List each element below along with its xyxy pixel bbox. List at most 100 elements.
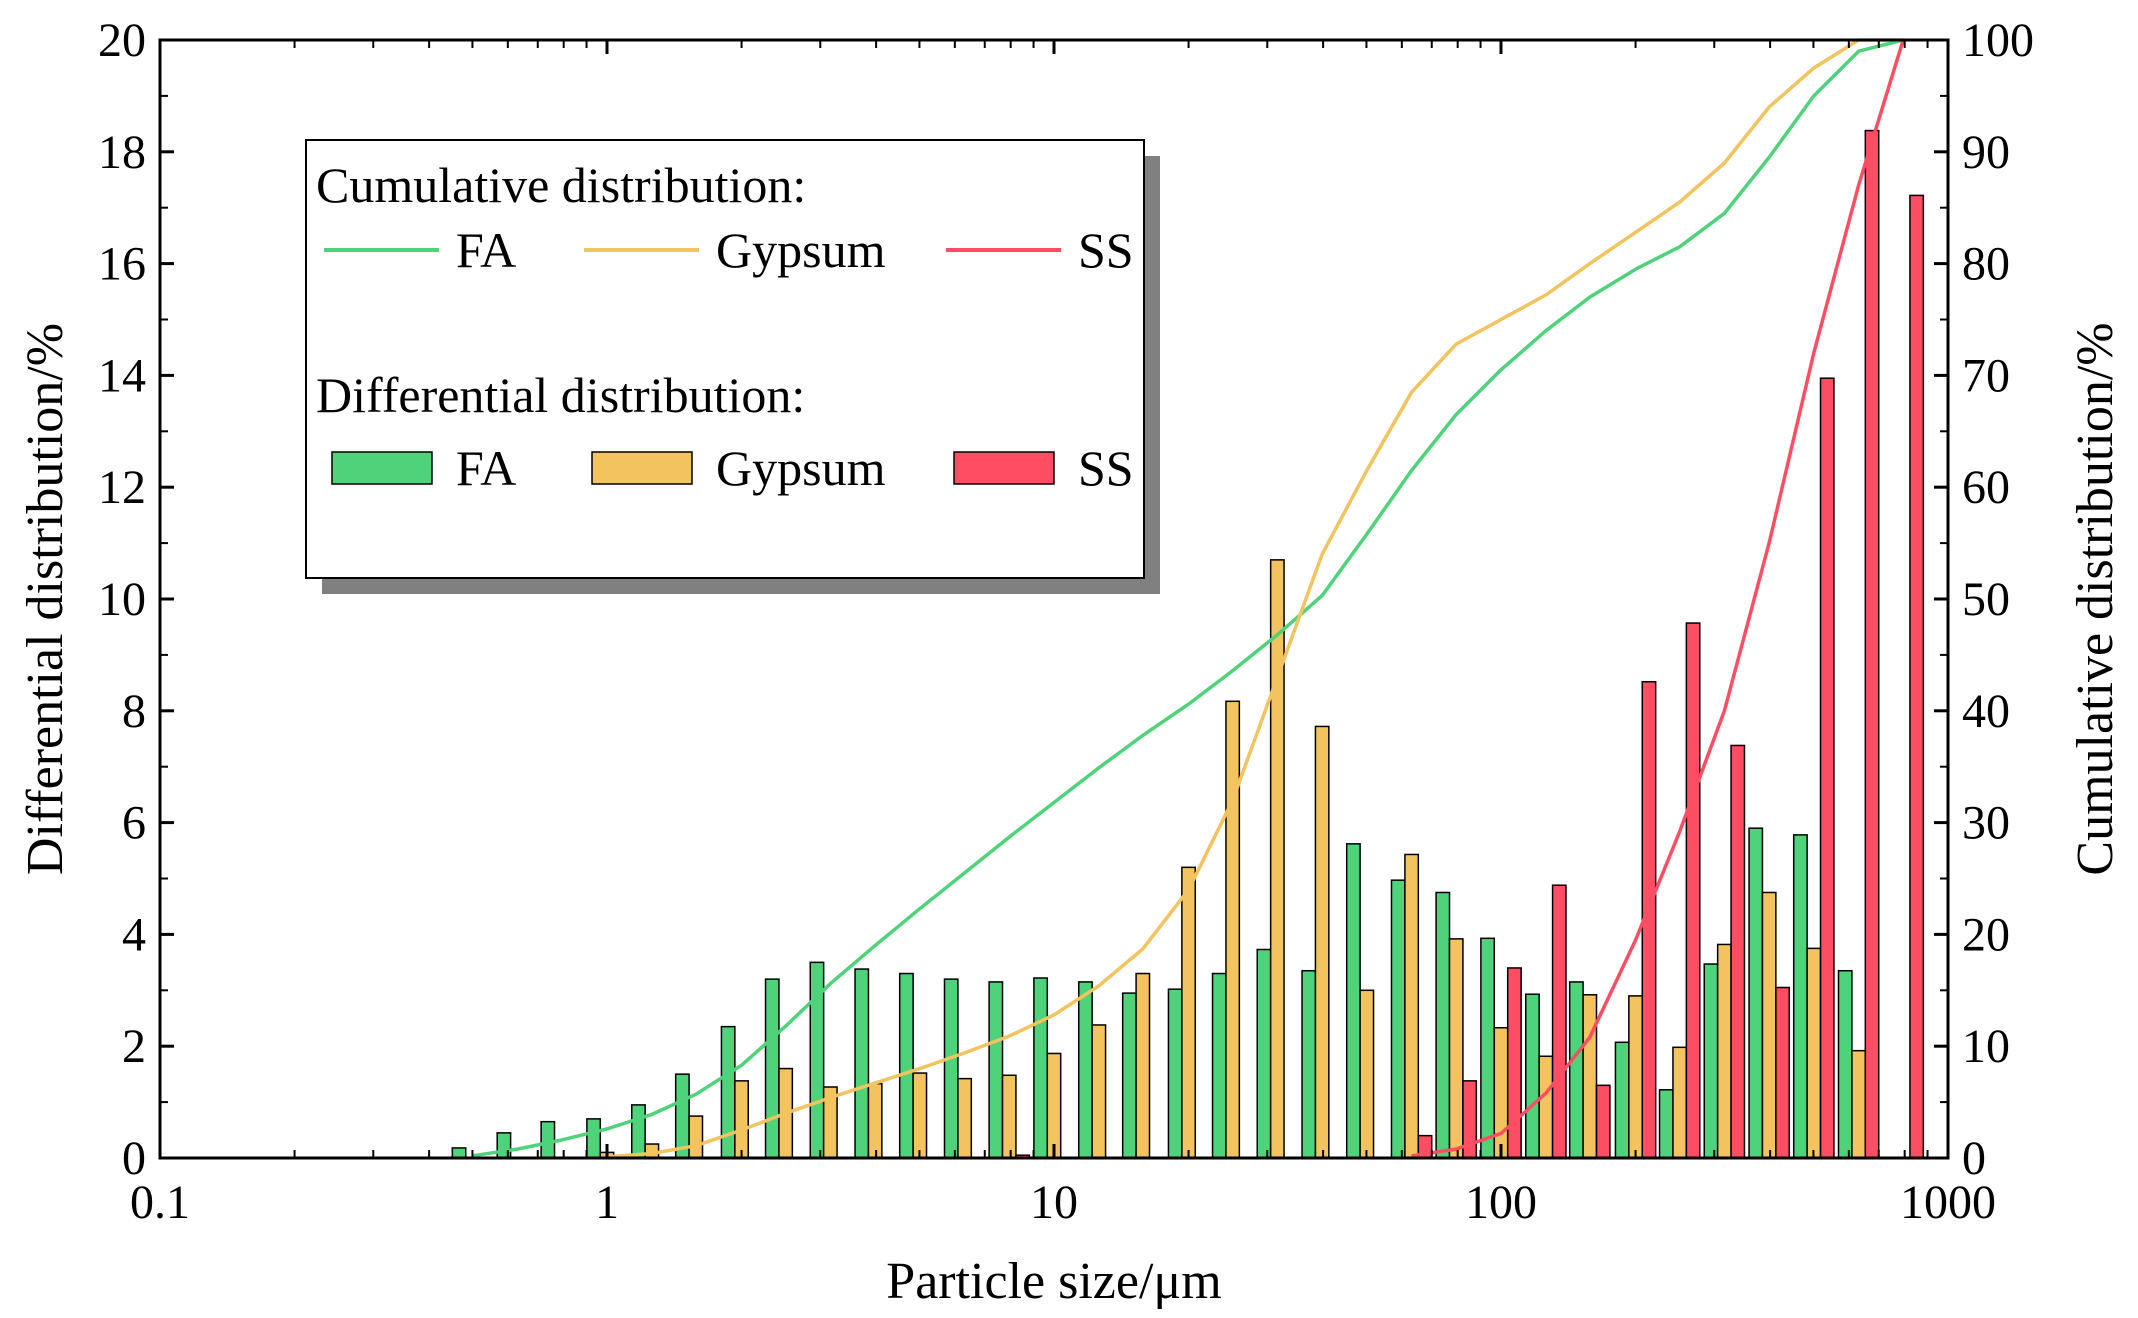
y-right-tick-label: 40 (1962, 685, 2010, 738)
legend-cumulative-items: FA Gypsum SS (324, 222, 1134, 278)
differential-bars (451, 129, 1925, 1159)
bar-fa-2 (540, 1120, 556, 1159)
y-left-tick-label: 8 (122, 685, 146, 738)
axis-ticks (158, 38, 1950, 1160)
legend-differential-label: SS (1078, 440, 1134, 496)
x-tick-label: 10 (1030, 1176, 1078, 1229)
bar-fa-23 (1480, 937, 1496, 1159)
x-tick-label: 100 (1465, 1176, 1537, 1229)
y-right-tick-label: 50 (1962, 573, 2010, 626)
legend-box (305, 139, 1145, 579)
bar-fa-28 (1703, 963, 1719, 1159)
bar-gypsum-5 (688, 1115, 704, 1159)
y-left-tick-label: 16 (98, 238, 146, 291)
bar-gypsum-27 (1672, 1046, 1688, 1159)
bar-gypsum-30 (1806, 947, 1822, 1159)
bar-fa-21 (1390, 879, 1406, 1159)
bar-ss-31 (1864, 129, 1880, 1159)
bar-fa-18 (1256, 948, 1272, 1159)
bar-fa-13 (1033, 977, 1049, 1159)
bar-gypsum-20 (1359, 989, 1375, 1159)
bar-gypsum-19 (1314, 725, 1330, 1159)
bar-gypsum-29 (1761, 891, 1777, 1159)
y-right-tick-label: 80 (1962, 238, 2010, 291)
bar-gypsum-17 (1225, 700, 1241, 1159)
bar-fa-25 (1568, 981, 1584, 1159)
bar-gypsum-15 (1135, 972, 1151, 1159)
y-left-tick-label: 6 (122, 797, 146, 850)
bar-gypsum-23 (1493, 1027, 1509, 1159)
bar-fa-6 (720, 1025, 736, 1159)
bar-gypsum-10 (912, 1072, 928, 1159)
x-axis-title: Particle size/μm (886, 1253, 1221, 1310)
x-tick-label: 0.1 (130, 1176, 190, 1229)
bar-fa-4 (631, 1104, 646, 1159)
bar-gypsum-11 (957, 1077, 973, 1159)
cumulative-line-ss (1411, 39, 1905, 1158)
bar-gypsum-25 (1582, 994, 1598, 1159)
bar-gypsum-31 (1851, 1049, 1867, 1159)
y-left-tick-label: 18 (98, 126, 146, 179)
bar-ss-27 (1685, 622, 1701, 1159)
bar-fa-0 (451, 1147, 467, 1159)
y-left-tick-label: 14 (98, 349, 146, 402)
bar-fa-17 (1211, 972, 1227, 1159)
bar-fa-20 (1345, 843, 1361, 1159)
y-axis-left-title: Differential distribution/% (17, 323, 74, 875)
y-axis-right-title: Cumulative distribution/% (2067, 322, 2124, 875)
bar-fa-10 (898, 972, 914, 1159)
legend-swatch-fa (331, 451, 433, 485)
bar-fa-14 (1078, 981, 1093, 1159)
bar-gypsum-16 (1181, 866, 1197, 1159)
bar-gypsum-22 (1448, 938, 1464, 1159)
bar-fa-26 (1614, 1041, 1630, 1159)
cumulative-line-gypsum (606, 38, 1904, 1159)
bar-fa-5 (674, 1073, 690, 1159)
bar-gypsum-9 (867, 1082, 883, 1159)
bar-gypsum-28 (1716, 943, 1732, 1159)
legend-swatch-ss (953, 451, 1055, 485)
legend-differential-label: FA (456, 440, 516, 496)
bar-fa-24 (1525, 993, 1540, 1159)
y-left-tick-label: 0 (122, 1132, 146, 1185)
bar-fa-9 (854, 968, 870, 1159)
bar-ss-30 (1819, 377, 1835, 1159)
y-right-tick-label: 30 (1962, 797, 2010, 850)
bar-ss-25 (1595, 1084, 1611, 1159)
legend-differential-title: Differential distribution: (316, 367, 805, 423)
y-right-tick-label: 10 (1962, 1020, 2010, 1073)
bar-gypsum-12 (1001, 1074, 1017, 1159)
bar-fa-16 (1167, 988, 1183, 1159)
legend-swatch-gypsum (591, 451, 693, 485)
legend-cumulative-title: Cumulative distribution: (316, 157, 806, 213)
legend-cumulative-label: Gypsum (716, 222, 886, 278)
bar-ss-23 (1506, 967, 1522, 1159)
bar-fa-31 (1837, 969, 1853, 1159)
bar-fa-27 (1658, 1089, 1674, 1159)
bar-gypsum-24 (1538, 1055, 1554, 1159)
bar-ss-32 (1909, 194, 1925, 1159)
y-left-tick-label: 2 (122, 1020, 146, 1073)
bar-fa-12 (988, 981, 1004, 1159)
bar-ss-29 (1775, 986, 1791, 1159)
bar-fa-30 (1792, 834, 1808, 1159)
bar-fa-3 (586, 1118, 602, 1159)
bar-gypsum-6 (734, 1080, 750, 1159)
bar-ss-24 (1551, 884, 1567, 1159)
legend-cumulative-label: FA (456, 222, 516, 278)
bar-fa-29 (1748, 827, 1764, 1159)
bar-fa-19 (1301, 969, 1317, 1159)
y-right-tick-label: 90 (1962, 126, 2010, 179)
bar-fa-7 (764, 978, 780, 1159)
bar-gypsum-21 (1404, 853, 1420, 1159)
cumulative-line-fa (472, 38, 1904, 1158)
legend: Cumulative distribution: Differential di… (305, 139, 1160, 594)
bar-gypsum-13 (1046, 1052, 1062, 1159)
y-left-tick-label: 12 (98, 461, 146, 514)
y-right-tick-label: 70 (1962, 349, 2010, 402)
y-left-tick-label: 4 (122, 908, 146, 961)
legend-differential-items: FA Gypsum SS (331, 440, 1134, 496)
cumulative-lines (472, 38, 1905, 1159)
bar-gypsum-14 (1091, 1024, 1107, 1159)
bar-ss-28 (1730, 744, 1746, 1159)
